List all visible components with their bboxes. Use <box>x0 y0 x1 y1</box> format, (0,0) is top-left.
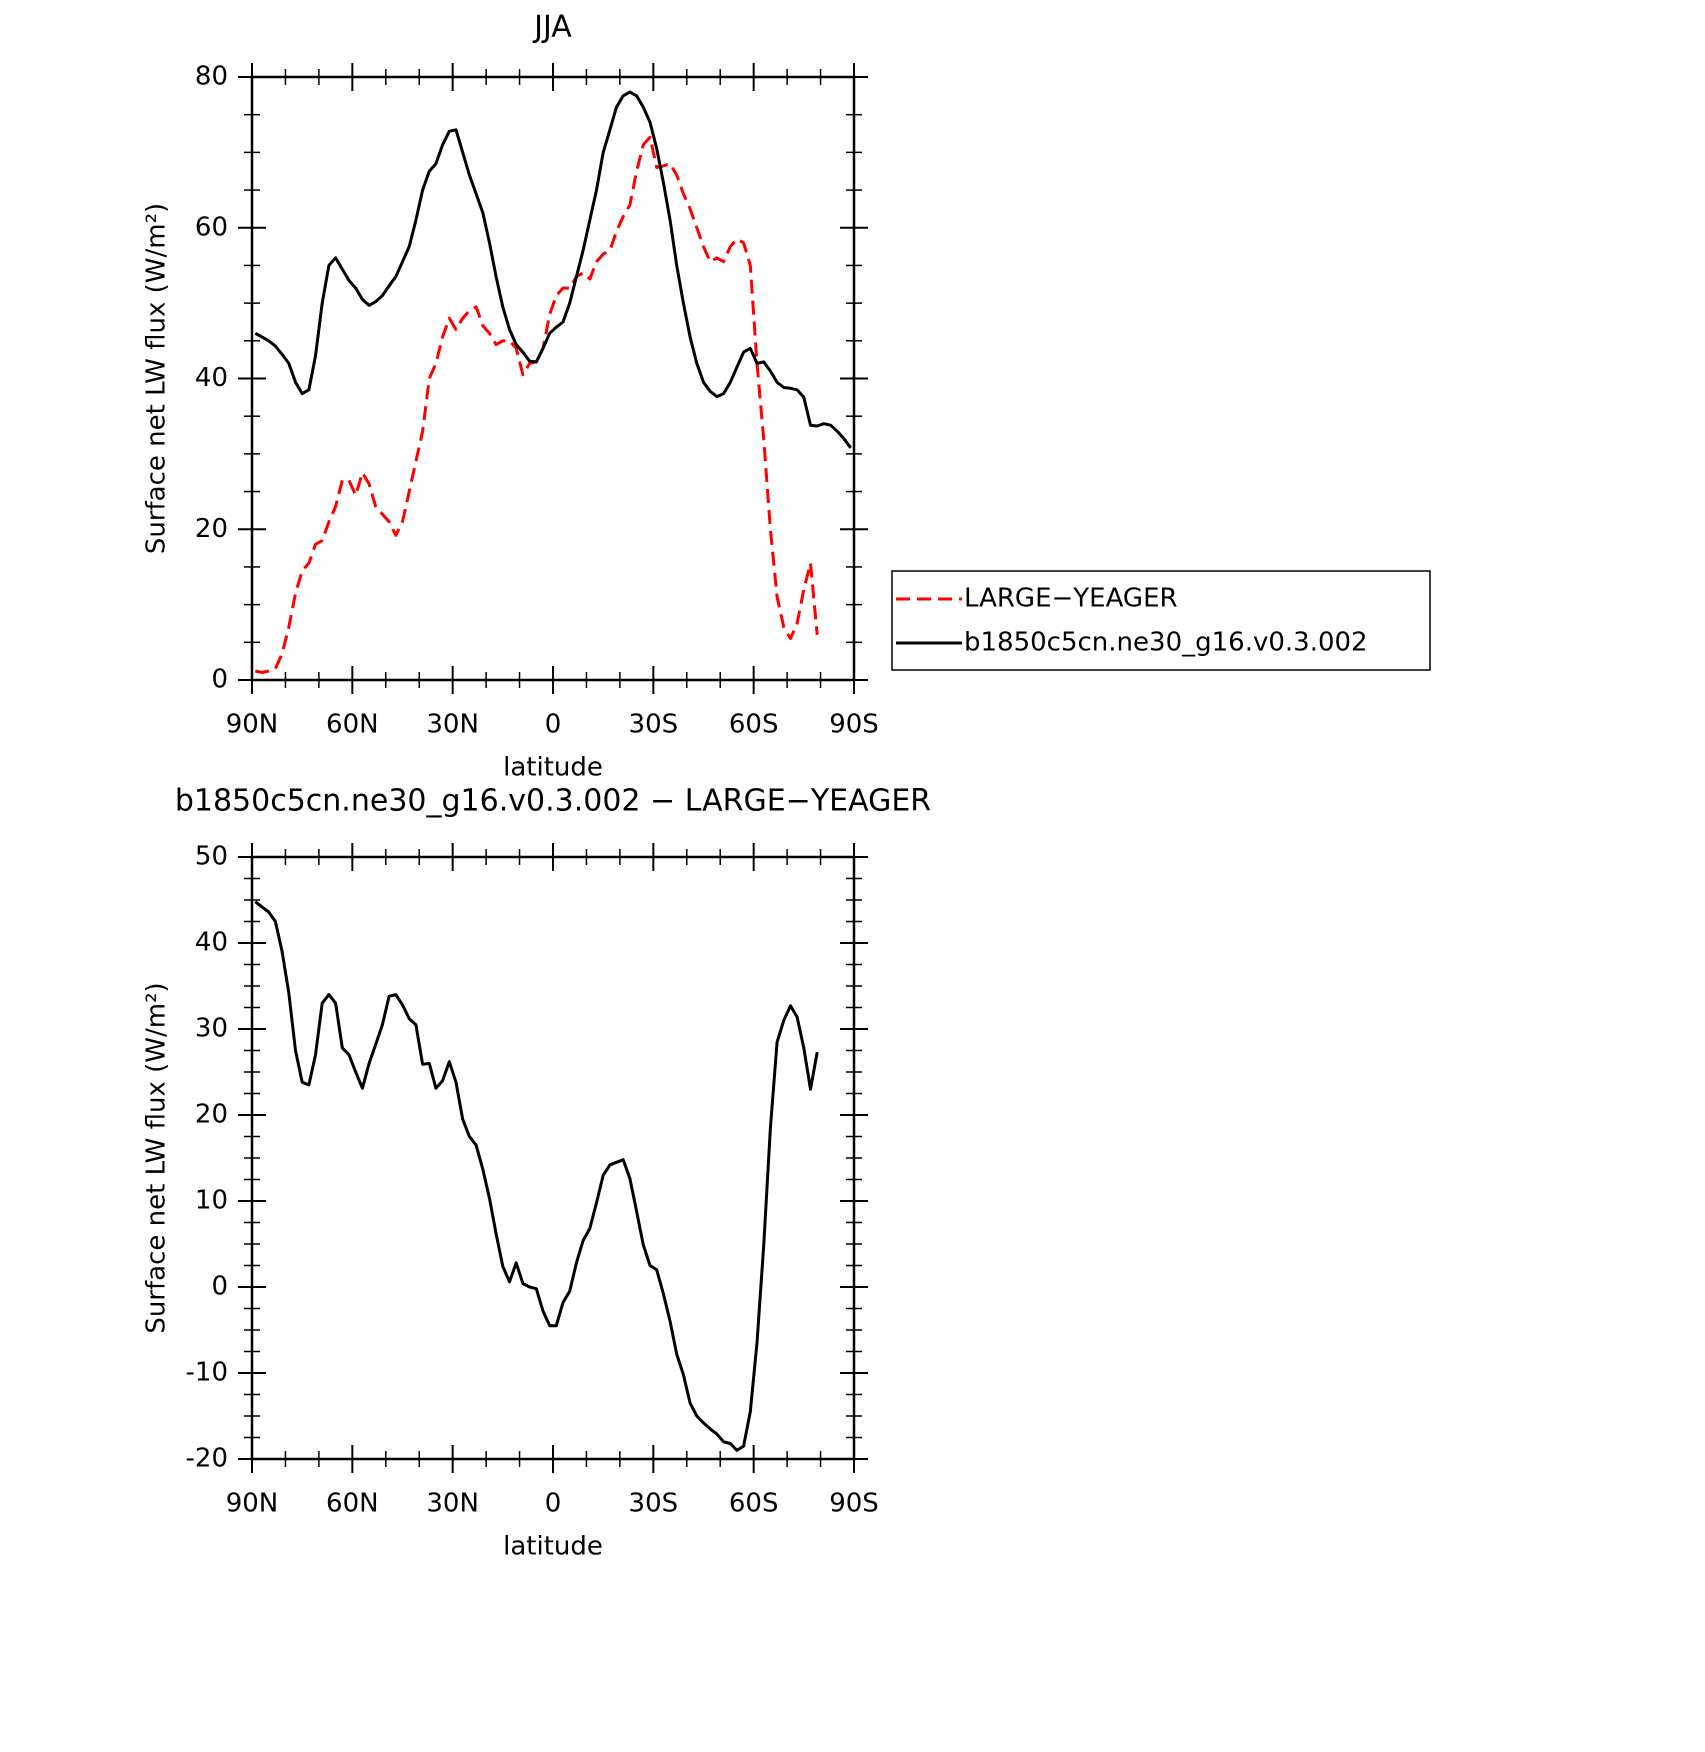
x-tick-label: 30N <box>426 1489 479 1519</box>
x-tick-label: 0 <box>545 1489 562 1519</box>
x-tick-label: 30S <box>629 710 679 740</box>
y-tick-label: 40 <box>195 928 228 958</box>
plot-frame <box>250 855 856 1461</box>
data-line <box>254 135 819 674</box>
x-tick-label: 90N <box>226 710 279 740</box>
legend-label: b1850c5cn.ne30_g16.v0.3.002 <box>964 628 1368 658</box>
y-tick-label: 10 <box>195 1186 228 1216</box>
y-tick-label: 80 <box>195 62 228 92</box>
y-tick-label: 50 <box>195 842 228 872</box>
x-axis-label: latitude <box>503 753 603 783</box>
plot-frame <box>250 75 856 682</box>
y-tick-label: 0 <box>211 665 228 695</box>
legend-label: LARGE−YEAGER <box>964 584 1178 614</box>
x-tick-label: 60S <box>729 1489 779 1519</box>
legend-box <box>891 570 1431 671</box>
chart-title: b1850c5cn.ne30_g16.v0.3.002 − LARGE−YEAG… <box>175 784 931 819</box>
y-tick-label: 20 <box>195 1100 228 1130</box>
y-tick-label: -10 <box>186 1358 228 1388</box>
y-axis-label: Surface net LW flux (W/m²) <box>142 203 172 554</box>
x-tick-label: 90S <box>829 1489 879 1519</box>
y-tick-label: -20 <box>186 1444 228 1474</box>
y-tick-label: 20 <box>195 514 228 544</box>
x-tick-label: 90N <box>226 1489 279 1519</box>
x-tick-label: 90S <box>829 710 879 740</box>
x-tick-label: 30S <box>629 1489 679 1519</box>
x-tick-label: 30N <box>426 710 479 740</box>
chart-title: JJA <box>532 10 572 45</box>
y-axis-label: Surface net LW flux (W/m²) <box>142 982 172 1333</box>
x-tick-label: 60N <box>326 710 379 740</box>
y-tick-label: 0 <box>211 1272 228 1302</box>
data-line <box>254 90 852 449</box>
y-tick-label: 30 <box>195 1014 228 1044</box>
x-tick-label: 0 <box>545 710 562 740</box>
x-tick-label: 60S <box>729 710 779 740</box>
y-tick-label: 40 <box>195 363 228 393</box>
data-line <box>254 900 819 1452</box>
x-tick-label: 60N <box>326 1489 379 1519</box>
y-tick-label: 60 <box>195 212 228 242</box>
x-axis-label: latitude <box>503 1532 603 1562</box>
